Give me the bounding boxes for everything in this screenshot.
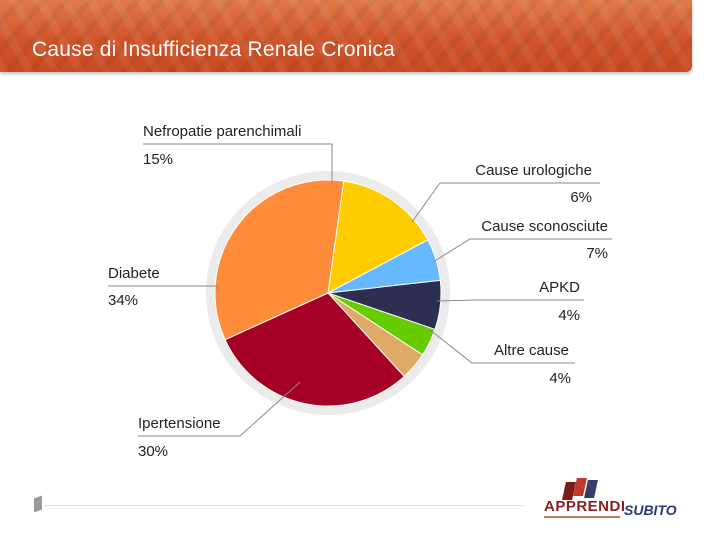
page-title: Cause di Insufficienza Renale Cronica <box>32 38 396 61</box>
slice-label-ipertensione: Ipertensione <box>138 415 221 432</box>
leader-line-altre-cause <box>429 329 575 364</box>
leader-line-cause-sconosciute <box>432 238 612 263</box>
slice-value-apkd: 4% <box>558 307 580 324</box>
leader-line-nefropatie-parenchimali <box>143 143 333 183</box>
leader-line-diabete <box>108 285 219 290</box>
pie-slice-ipertensione <box>224 292 405 407</box>
slice-value-ipertensione: 30% <box>138 443 168 460</box>
slice-label-apkd: APKD <box>539 279 580 296</box>
footer-divider <box>44 505 524 506</box>
slice-value-cause-urologiche: 6% <box>570 189 592 206</box>
decorative-tick <box>34 495 42 513</box>
brand-text: SUBITO <box>624 502 677 518</box>
leader-line-ipertensione <box>138 381 301 437</box>
header-banner: Cause di Insufficienza Renale Cronica <box>0 0 692 72</box>
slice-label-altre-cause: Altre cause <box>494 342 569 359</box>
banner-texture <box>0 0 692 72</box>
slice-value-altre-cause: 4% <box>549 370 571 387</box>
slice-value-nefropatie-parenchimali: 15% <box>143 151 173 168</box>
pie-slice-nefropatie-parenchimali <box>327 180 429 294</box>
slice-value-diabete: 34% <box>108 292 138 309</box>
slice-label-nefropatie-parenchimali: Nefropatie parenchimali <box>143 123 301 140</box>
slice-label-cause-sconosciute: Cause sconosciute <box>481 218 608 235</box>
slice-label-cause-urologiche: Cause urologiche <box>475 162 592 179</box>
apprendi-logo: APPRENDI SUBITO <box>542 478 682 522</box>
slice-label-diabete: Diabete <box>108 265 160 282</box>
slice-value-cause-sconosciute: 7% <box>586 245 608 262</box>
leader-lines <box>108 143 612 437</box>
leader-line-apkd <box>436 299 584 302</box>
logo-blocks-icon <box>562 478 604 500</box>
pie-slices <box>214 179 442 407</box>
pie-slice-diabete <box>214 179 345 341</box>
leader-line-cause-urologiche <box>411 182 600 223</box>
logo-underline <box>544 516 620 518</box>
logo-text: APPRENDI <box>544 498 626 515</box>
slice-labels: Nefropatie parenchimali 15% Cause urologic… <box>108 123 608 460</box>
